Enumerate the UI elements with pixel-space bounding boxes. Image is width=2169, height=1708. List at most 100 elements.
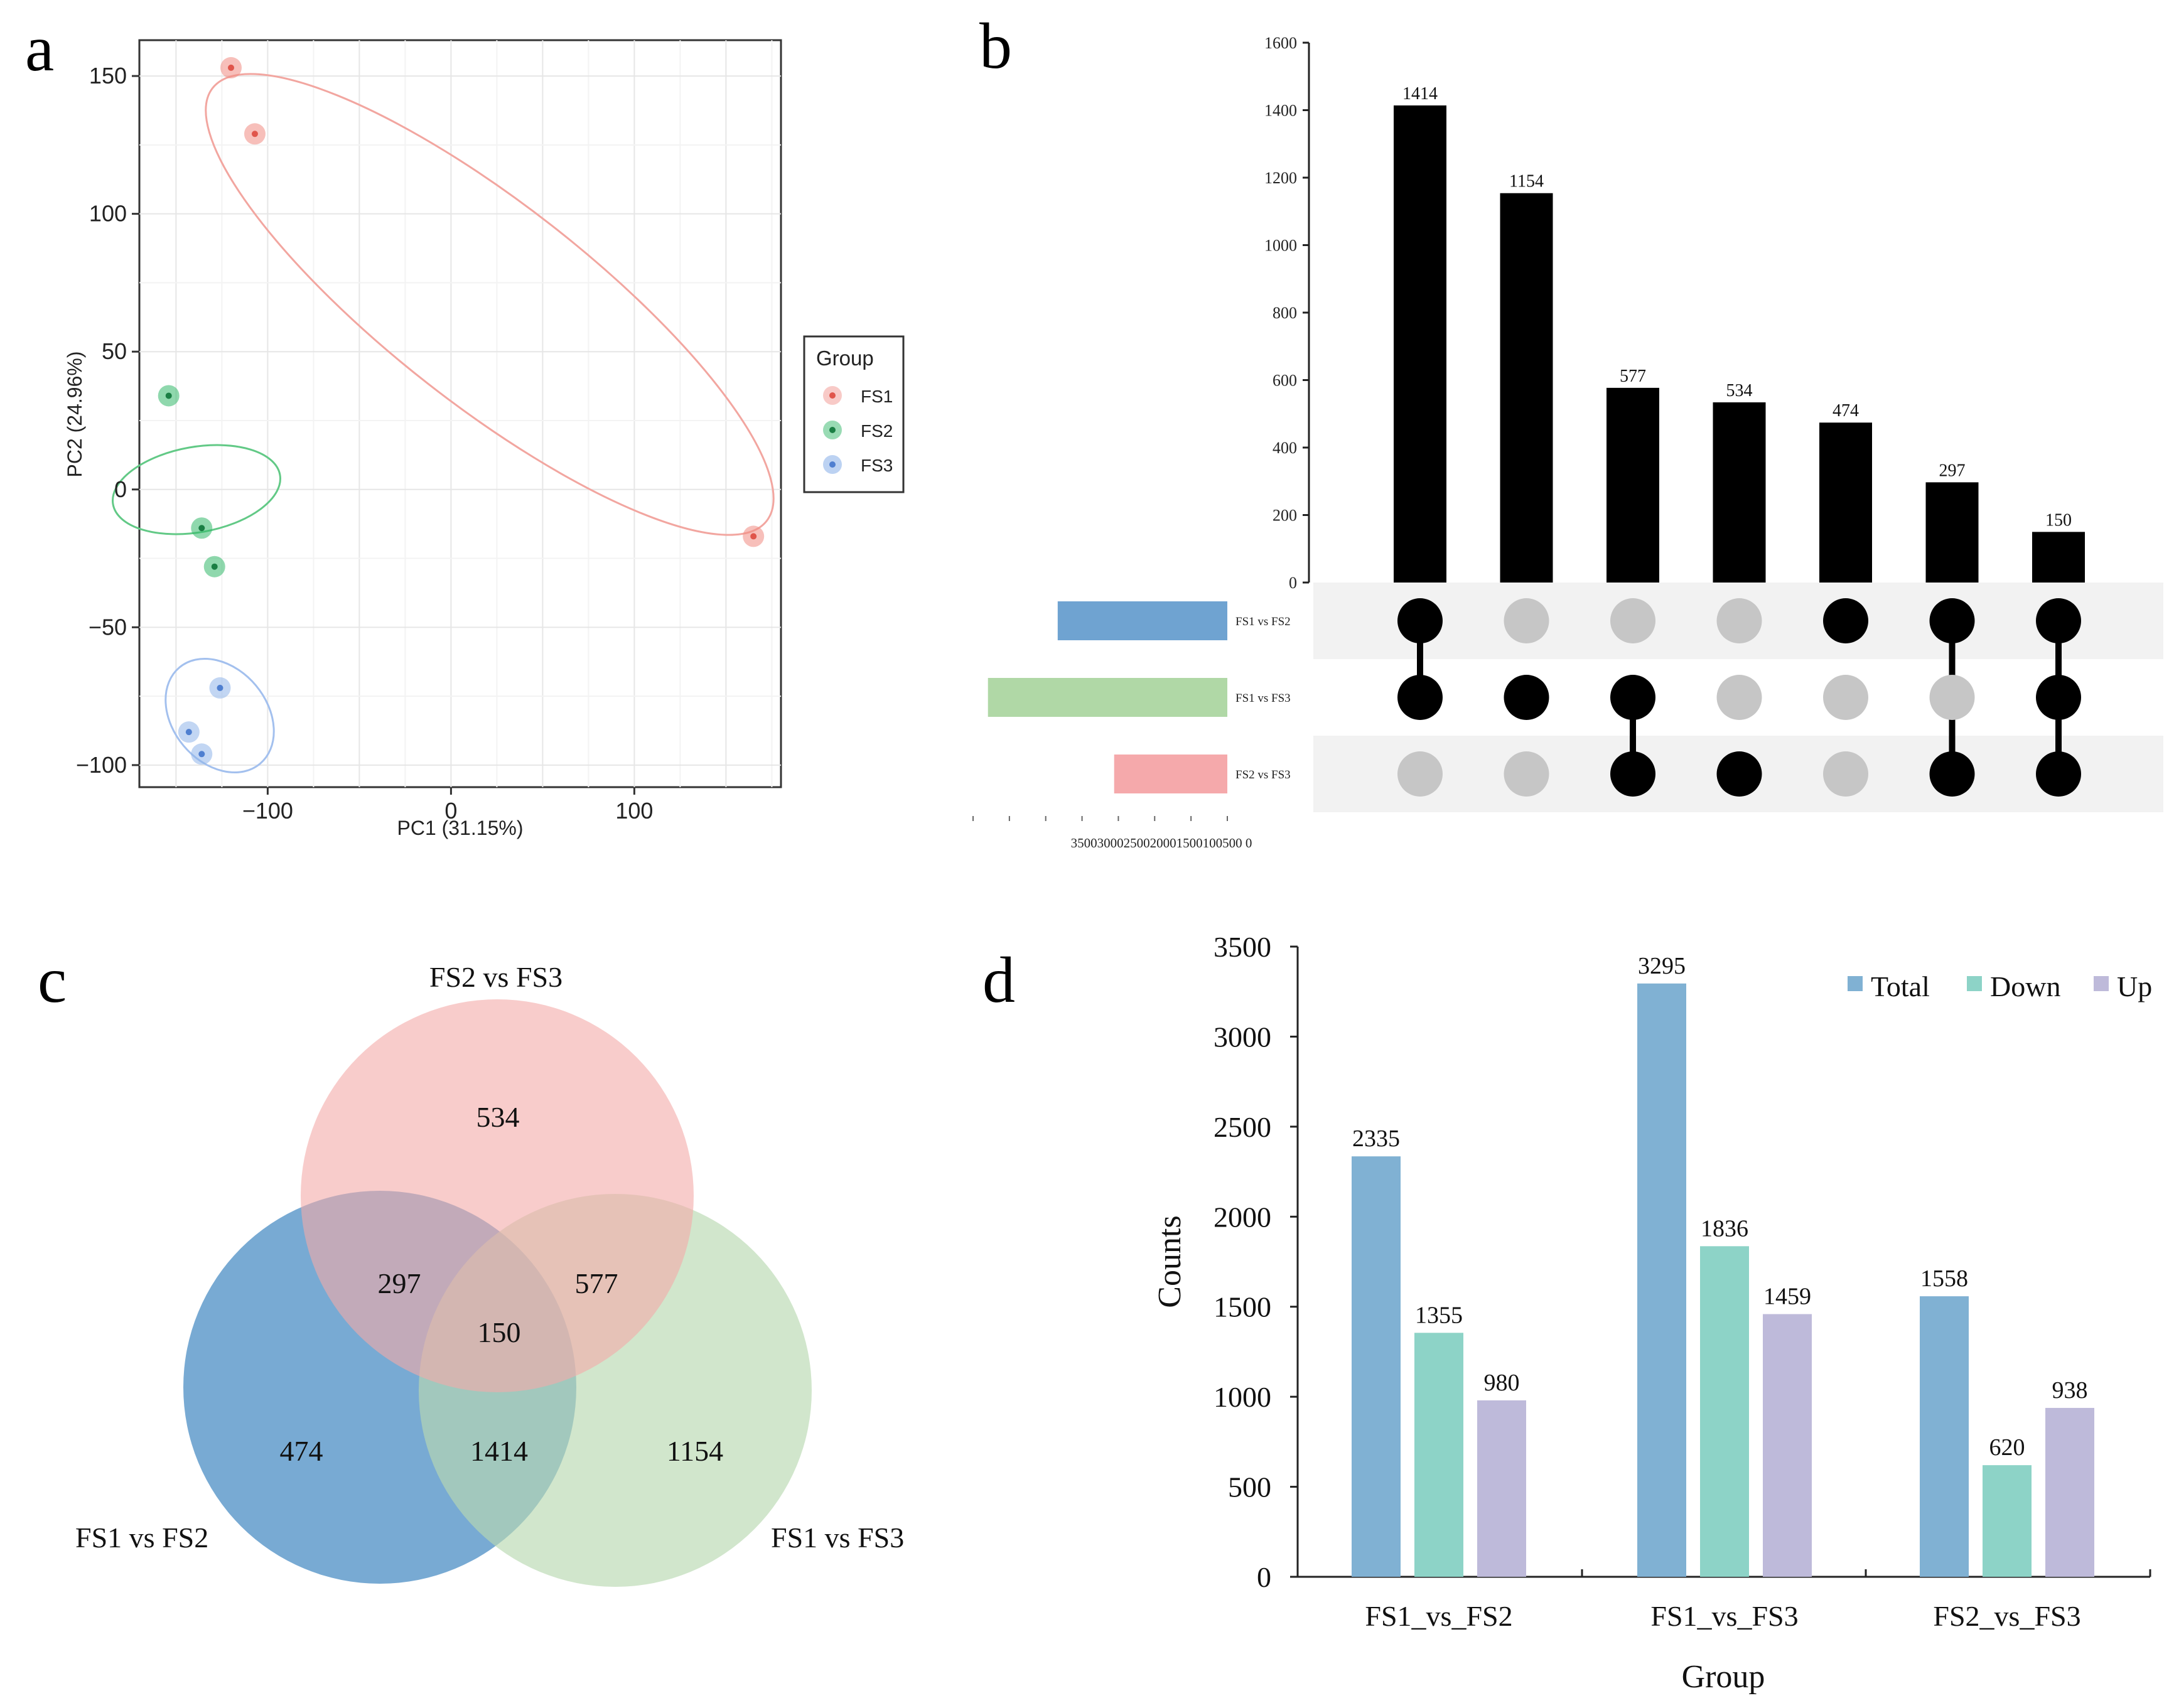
upset-intersection-bar xyxy=(1925,482,1979,583)
fs3-ellipse xyxy=(164,657,275,774)
bar-y-tick-label: 2000 xyxy=(1214,1201,1271,1233)
upset-matrix xyxy=(1397,598,2081,797)
legend-fs3-label: FS3 xyxy=(861,456,893,475)
legend-down-label: Down xyxy=(1990,970,2060,1002)
upset-dot-inactive xyxy=(1504,751,1549,797)
upset-dot-inactive xyxy=(1929,675,1975,720)
pca-point-center xyxy=(198,525,205,532)
upset-bar-value-label: 534 xyxy=(1726,381,1753,400)
venn-count-fs1-vs-fs2-only: 474 xyxy=(280,1435,323,1467)
upset-dot-inactive xyxy=(1397,751,1443,797)
upset-dot-active xyxy=(1504,675,1549,720)
upset-dot-active xyxy=(2036,598,2081,643)
bar-value-label: 620 xyxy=(1989,1434,2025,1461)
upset-dot-active xyxy=(1929,751,1975,797)
bar-value-label: 1558 xyxy=(1920,1265,1968,1292)
pca-y-axis-label: PC2 (24.96%) xyxy=(63,352,86,478)
pca-x-axis-label: PC1 (31.15%) xyxy=(397,817,524,839)
upset-dot-active xyxy=(1610,675,1655,720)
upset-intersection-bar xyxy=(1394,105,1446,583)
bar-x-ticks: FS1_vs_FS2 FS1_vs_FS3 FS2_vs_FS3 xyxy=(1365,1569,2151,1632)
pca-x-tick-label: 100 xyxy=(615,798,653,824)
upset-dot-active xyxy=(1823,598,1868,643)
bar-x-tick-label: FS1_vs_FS2 xyxy=(1365,1600,1512,1632)
pca-y-tick-label: 50 xyxy=(102,338,127,364)
upset-bar-value-label: 474 xyxy=(1833,401,1859,421)
upset-dot-active xyxy=(2036,751,2081,797)
pca-point-center xyxy=(198,751,205,758)
upset-dot-inactive xyxy=(1716,675,1762,720)
pca-panel: −100 0 100 −100 −50 0 50 100 150 PC1 (31.15%) P… xyxy=(63,39,905,839)
bar-down xyxy=(1414,1333,1463,1577)
bar-up xyxy=(1763,1314,1812,1577)
legend-up-label: Up xyxy=(2117,970,2152,1002)
pca-point-center xyxy=(217,684,223,691)
bar-value-label: 1355 xyxy=(1415,1302,1463,1328)
upset-intersection-bar xyxy=(2032,532,2085,583)
bar-y-tick-label: 2500 xyxy=(1214,1111,1271,1143)
upset-set-name: FS1 vs FS2 xyxy=(1235,615,1291,628)
pca-point-center xyxy=(185,729,192,736)
pca-x-ticks: −100 0 100 xyxy=(242,787,653,824)
bar-y-tick-label: 500 xyxy=(1228,1471,1271,1503)
pca-point-center xyxy=(211,563,218,570)
bar-y-axis-label: Counts xyxy=(1152,1215,1188,1308)
upset-panel: 0 200 400 600 800 1000 1200 1400 1600 1414 1154 57… xyxy=(972,34,2163,851)
upset-bar-value-label: 297 xyxy=(1939,461,1966,480)
upset-dot-active xyxy=(2036,675,2081,720)
bar-up xyxy=(2045,1407,2094,1577)
legend-fs2-dot xyxy=(829,427,836,433)
pca-plot-frame xyxy=(138,39,782,788)
upset-intersection-bar xyxy=(1713,402,1766,583)
bar-y-tick-label: 1500 xyxy=(1214,1291,1271,1323)
pca-point-center xyxy=(750,533,757,540)
upset-set-size-bars: FS1 vs FS2 FS1 vs FS3 FS2 vs FS3 xyxy=(972,601,1291,821)
legend-down-swatch xyxy=(1967,976,1982,991)
bar-down xyxy=(1700,1246,1749,1577)
bar-y-ticks: 0 500 1000 1500 2000 2500 3000 3500 xyxy=(1214,931,1298,1593)
upset-intersection-bars: 1414 1154 577 534 474 297 150 xyxy=(1394,84,2085,583)
bar-series: 2335 3295 1558 1355 1836 620 980 1459 938 xyxy=(1352,953,2094,1577)
upset-y-ticks: 0 200 400 600 800 1000 1200 1400 1600 xyxy=(1264,34,1309,592)
set-size-axis-ticks: 35003000250020001500100500 0 xyxy=(1071,835,1252,851)
bar-value-label: 2335 xyxy=(1352,1125,1400,1152)
upset-set-size-bar xyxy=(1057,601,1227,640)
bar-value-label: 1459 xyxy=(1763,1283,1811,1309)
pca-y-tick-label: 100 xyxy=(89,201,127,227)
upset-dot-active xyxy=(1397,675,1443,720)
venn-count-fs1-fs2-and-fs2-fs3: 297 xyxy=(378,1267,421,1299)
bar-legend: Total Down Up xyxy=(1848,970,2152,1002)
venn-count-fs2-vs-fs3-only: 534 xyxy=(476,1101,520,1133)
bar-value-label: 3295 xyxy=(1638,953,1686,979)
upset-y-tick-label: 0 xyxy=(1289,574,1297,592)
bar-x-tick-label: FS1_vs_FS3 xyxy=(1650,1600,1798,1632)
upset-set-name: FS2 vs FS3 xyxy=(1235,768,1291,781)
upset-dot-inactive xyxy=(1610,598,1655,643)
venn-count-fs1-fs2-and-fs1-fs3: 1414 xyxy=(470,1435,528,1467)
upset-y-tick-label: 1000 xyxy=(1264,237,1297,255)
bar-x-axis-label: Group xyxy=(1682,1659,1765,1695)
legend-fs1-dot xyxy=(829,392,836,399)
pca-y-tick-label: −100 xyxy=(76,752,127,778)
upset-dot-inactive xyxy=(1716,598,1762,643)
bar-y-tick-label: 1000 xyxy=(1214,1381,1271,1413)
upset-set-size-bar xyxy=(1114,755,1227,793)
bar-down xyxy=(1983,1465,2032,1577)
legend-fs3-dot xyxy=(829,461,836,468)
panel-label-b: b xyxy=(979,10,1012,82)
upset-y-tick-label: 1600 xyxy=(1264,34,1297,52)
pca-y-tick-label: 0 xyxy=(114,476,127,502)
legend-total-label: Total xyxy=(1871,970,1930,1002)
pca-y-tick-label: −50 xyxy=(89,614,127,640)
upset-dot-inactive xyxy=(1823,751,1868,797)
pca-legend: Group FS1 FS2 FS3 xyxy=(803,335,905,493)
upset-y-tick-label: 600 xyxy=(1273,372,1297,390)
bar-value-label: 938 xyxy=(2052,1377,2088,1404)
upset-dot-active xyxy=(1716,751,1762,797)
venn-count-all-three: 150 xyxy=(478,1316,521,1348)
upset-bar-value-label: 577 xyxy=(1620,367,1646,386)
venn-label-fs2-vs-fs3: FS2 vs FS3 xyxy=(429,961,562,993)
upset-dot-active xyxy=(1929,598,1975,643)
upset-dot-inactive xyxy=(1823,675,1868,720)
